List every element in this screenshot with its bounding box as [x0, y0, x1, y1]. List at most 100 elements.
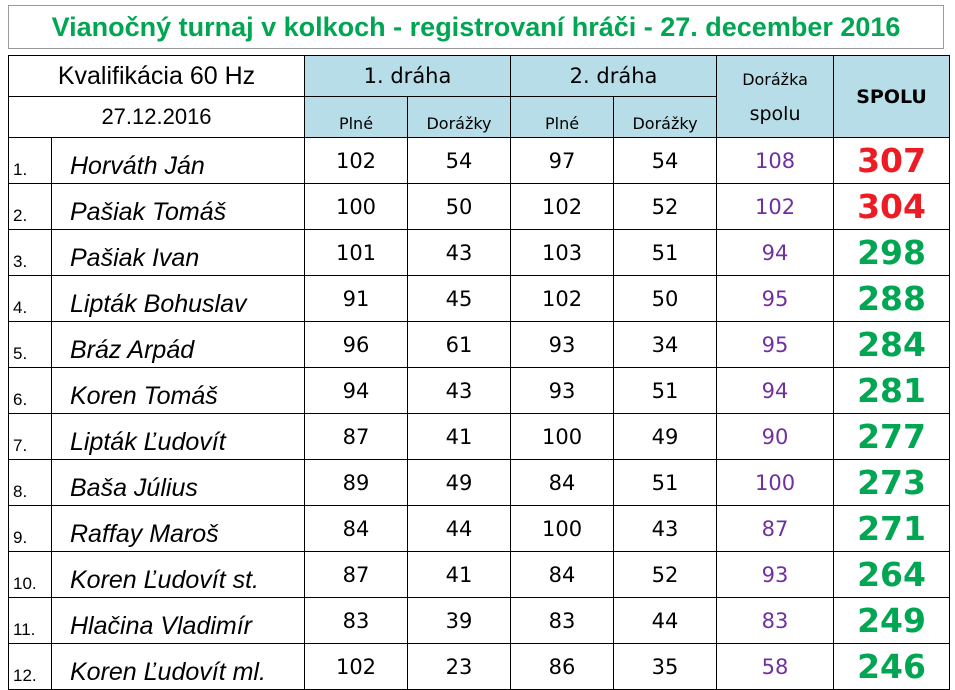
cleanup-total-value: 83 [716, 597, 835, 644]
lane-2-full-value: 93 [510, 367, 615, 414]
total-score: 281 [833, 367, 951, 414]
total-score: 273 [833, 459, 951, 506]
lane-1-full-value: 100 [304, 183, 408, 230]
lane-1-full-value: 89 [304, 459, 408, 506]
table-row: 1. Horváth Ján 102 54 97 54 108 307 [8, 137, 951, 184]
results-body: 1. Horváth Ján 102 54 97 54 108 307 2. Pašiak Tom… [8, 137, 951, 690]
lane-1-clear-value: 44 [406, 505, 512, 552]
rank-cell: 9. [8, 505, 52, 552]
lane-2-full-value: 84 [510, 459, 615, 506]
cleanup-total-value: 94 [716, 229, 835, 276]
lane-2-full-value: 102 [510, 275, 615, 322]
lane-1-clear-header: Dorážky [406, 96, 512, 138]
lane-2-full-value: 93 [510, 321, 615, 368]
player-name: Raffay Maroš [51, 505, 305, 552]
lane-2-clear-value: 54 [613, 137, 718, 184]
player-name: Koren Ľudovít st. [51, 551, 305, 598]
rank-cell: 3. [8, 229, 52, 276]
table-row: 11. Hlačina Vladimír 83 39 83 44 83 249 [8, 597, 951, 644]
table-row: 7. Lipták Ľudovít 87 41 100 49 90 277 [8, 413, 951, 460]
event-date: 27.12.2016 [8, 96, 305, 138]
lane-1-full-header: Plné [304, 96, 408, 138]
lane-2-clear-value: 50 [613, 275, 718, 322]
lane-2-full-value: 103 [510, 229, 615, 276]
lane-2-header: 2. dráha [510, 55, 718, 97]
rank-cell: 10. [8, 551, 52, 598]
total-score: 304 [833, 183, 951, 230]
lane-1-clear-value: 49 [406, 459, 512, 506]
player-name: Hlačina Vladimír [51, 597, 305, 644]
cleanup-total-value: 93 [716, 551, 835, 598]
lane-2-clear-value: 51 [613, 229, 718, 276]
lane-1-clear-value: 41 [406, 413, 512, 460]
cleanup-total-value: 95 [716, 275, 835, 322]
qualification-label: Kvalifikácia 60 Hz [8, 55, 305, 97]
total-score: 288 [833, 275, 951, 322]
header-row-sub: 27.12.2016 Plné Dorážky Plné Dorážky [8, 96, 950, 138]
total-score: 271 [833, 505, 951, 552]
lane-1-full-value: 91 [304, 275, 408, 322]
lane-1-full-value: 94 [304, 367, 408, 414]
lane-2-clear-value: 34 [613, 321, 718, 368]
lane-2-full-value: 83 [510, 597, 615, 644]
lane-2-full-value: 102 [510, 183, 615, 230]
player-name: Pašiak Tomáš [51, 183, 305, 230]
player-name: Lipták Bohuslav [51, 275, 305, 322]
lane-2-clear-value: 49 [613, 413, 718, 460]
player-name: Lipták Ľudovít [51, 413, 305, 460]
lane-1-full-value: 83 [304, 597, 408, 644]
lane-1-full-value: 101 [304, 229, 408, 276]
total-score: 307 [833, 137, 951, 184]
lane-1-clear-value: 43 [406, 367, 512, 414]
lane-2-full-value: 97 [510, 137, 615, 184]
lane-1-full-value: 102 [304, 137, 408, 184]
rank-cell: 5. [8, 321, 52, 368]
total-score: 246 [833, 643, 951, 690]
lane-1-clear-value: 39 [406, 597, 512, 644]
lane-2-full-value: 84 [510, 551, 615, 598]
table-row: 4. Lipták Bohuslav 91 45 102 50 95 288 [8, 275, 951, 322]
page-title: Vianočný turnaj v kolkoch - registrovaní… [8, 5, 944, 49]
player-name: Koren Tomáš [51, 367, 305, 414]
cleanup-total-header: Dorážka spolu [716, 55, 835, 138]
lane-1-clear-value: 41 [406, 551, 512, 598]
rank-cell: 12. [8, 643, 52, 690]
rank-cell: 11. [8, 597, 52, 644]
lane-1-header: 1. dráha [303, 55, 512, 97]
lane-1-clear-value: 43 [406, 229, 512, 276]
cleanup-total-value: 94 [716, 367, 835, 414]
rank-cell: 1. [8, 137, 52, 184]
cleanup-total-value: 87 [716, 505, 835, 552]
cleanup-total-value: 102 [716, 183, 835, 230]
header-row-top: Kvalifikácia 60 Hz 1. dráha 2. dráha Dor… [8, 55, 951, 138]
lane-2-clear-value: 43 [613, 505, 718, 552]
cleanup-total-value: 108 [716, 137, 835, 184]
table-row: 5. Bráz Arpád 96 61 93 34 95 284 [8, 321, 951, 368]
cleanup-total-header-line2: spolu [749, 102, 801, 125]
table-row: 2. Pašiak Tomáš 100 50 102 52 102 304 [8, 183, 951, 230]
lane-2-clear-value: 44 [613, 597, 718, 644]
cleanup-total-value: 58 [716, 643, 835, 690]
table-row: 6. Koren Tomáš 94 43 93 51 94 281 [8, 367, 951, 414]
cleanup-total-value: 100 [716, 459, 835, 506]
lane-2-clear-value: 51 [613, 367, 718, 414]
table-row: 3. Pašiak Ivan 101 43 103 51 94 298 [8, 229, 951, 276]
lane-1-clear-value: 45 [406, 275, 512, 322]
lane-1-clear-value: 61 [406, 321, 512, 368]
cleanup-total-value: 95 [716, 321, 835, 368]
lane-2-full-value: 100 [510, 505, 615, 552]
player-name: Pašiak Ivan [51, 229, 305, 276]
total-score: 298 [833, 229, 951, 276]
total-score: 284 [833, 321, 951, 368]
rank-cell: 7. [8, 413, 52, 460]
lane-1-full-value: 96 [304, 321, 408, 368]
lane-2-full-value: 86 [510, 643, 615, 690]
table-row: 12. Koren Ľudovít ml. 102 23 86 35 58 246 [8, 643, 951, 690]
table-row: 10. Koren Ľudovít st. 87 41 84 52 93 264 [8, 551, 951, 598]
total-score: 249 [833, 597, 951, 644]
results-table: Kvalifikácia 60 Hz 1. dráha 2. dráha Dor… [8, 55, 951, 690]
player-name: Horváth Ján [51, 137, 305, 184]
player-name: Koren Ľudovít ml. [51, 643, 305, 690]
rank-cell: 8. [8, 459, 52, 506]
rank-cell: 6. [8, 367, 52, 414]
